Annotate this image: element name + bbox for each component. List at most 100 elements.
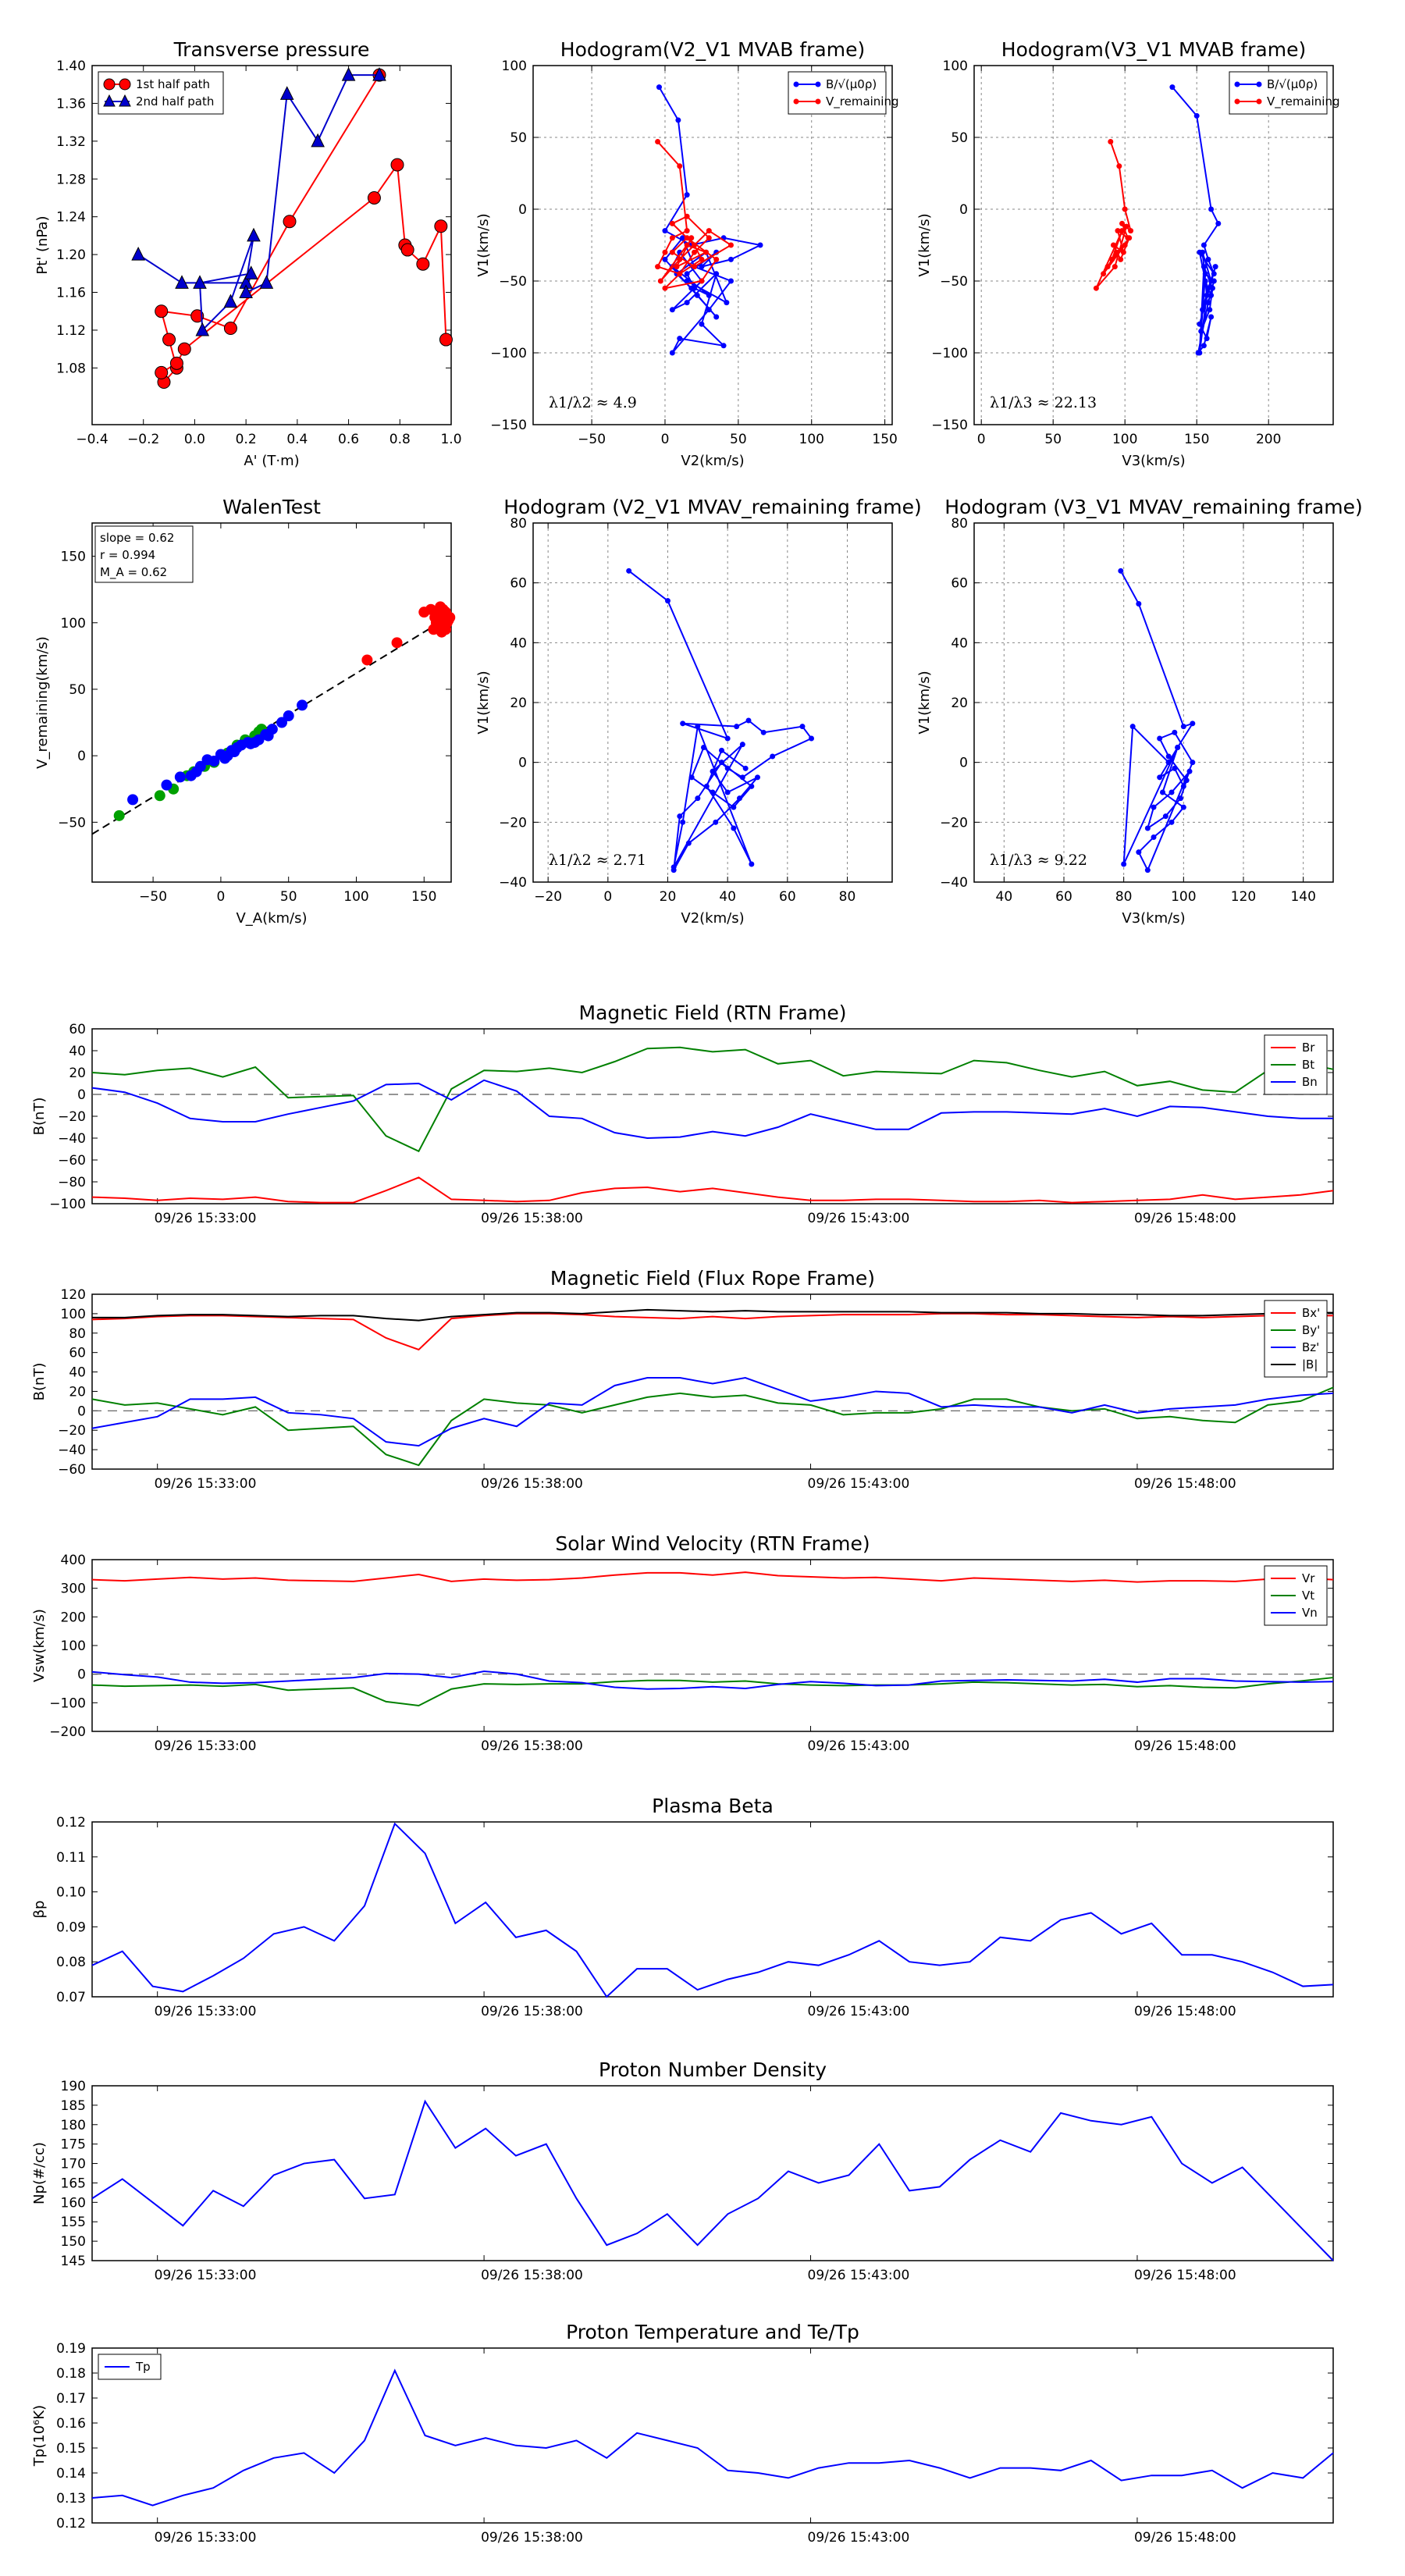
- walen-point: [297, 699, 308, 711]
- pt-ylabel: Pt' (nPa): [34, 215, 51, 274]
- h4-point: [1165, 753, 1172, 760]
- h1-legend-marker: [793, 81, 799, 87]
- h3-point: [739, 774, 745, 781]
- h2-point: [1202, 271, 1208, 277]
- h1-point: [684, 235, 690, 241]
- h4-ytick-label: 20: [951, 696, 968, 711]
- h3-xtick-label: 40: [719, 889, 736, 905]
- h3-point: [731, 825, 737, 831]
- h2-xtick-label: 200: [1256, 432, 1281, 447]
- h3-xtick-label: 20: [660, 889, 677, 905]
- h1-point: [677, 163, 683, 169]
- h2-point: [1193, 112, 1200, 119]
- h4-point: [1172, 729, 1178, 735]
- tp-xtick-label: 09/26 15:33:00: [155, 2530, 257, 2546]
- h2-title: Hodogram(V3_V1 MVAB frame): [1001, 38, 1306, 61]
- bfr-xtick-label: 09/26 15:38:00: [481, 1476, 583, 1492]
- h2-legend-box: [1229, 71, 1328, 115]
- h2-point: [1202, 278, 1208, 284]
- pt-point: [175, 275, 189, 289]
- h4-point: [1190, 760, 1196, 766]
- np-ytick-label: 150: [61, 2234, 86, 2250]
- brtn-ytick-label: −100: [49, 1197, 86, 1212]
- h3-point: [755, 774, 760, 781]
- h1-point: [655, 264, 661, 270]
- h2-point: [1128, 228, 1134, 234]
- h3-ytick-label: −20: [499, 815, 527, 831]
- h1-point: [657, 278, 663, 284]
- h1-point: [706, 307, 712, 313]
- h3-series-0: [626, 568, 814, 873]
- h1-annotation: λ1/λ2 ≈ 4.9: [549, 394, 637, 411]
- bfr-legend-label: Bz': [1302, 1340, 1319, 1354]
- bfr-ytick-label: 100: [61, 1307, 86, 1322]
- h4-title: Hodogram (V3_V1 MVAV_remaining frame): [944, 496, 1363, 518]
- h3-point: [703, 783, 710, 789]
- h3-point: [713, 819, 719, 825]
- h2-point: [1108, 139, 1114, 145]
- h1-point: [684, 278, 690, 284]
- h2-point: [1211, 271, 1217, 277]
- pt-series-0: [155, 68, 453, 390]
- pt-legend-label: 1st half path: [136, 77, 210, 91]
- pt-point: [177, 342, 191, 356]
- walen-series-2: [127, 699, 308, 806]
- pt-legend-marker: [103, 94, 116, 107]
- h3-point: [745, 717, 752, 724]
- pt-point: [279, 86, 294, 100]
- h2-point: [1169, 84, 1176, 91]
- h1-point: [699, 321, 705, 327]
- brtn-ytick-label: −40: [58, 1131, 86, 1147]
- brtn-legend-label: Bt: [1302, 1058, 1314, 1072]
- walen-point: [391, 637, 403, 649]
- h1-point: [694, 292, 700, 298]
- h1-point: [677, 271, 683, 277]
- h4-point: [1144, 867, 1151, 873]
- h3-xtick-label: 60: [779, 889, 796, 905]
- h1-xtick-label: 100: [799, 432, 824, 447]
- bfr-series-By: [91, 1386, 1334, 1467]
- pt-point: [400, 243, 414, 257]
- h2-point: [1093, 285, 1099, 291]
- np-ytick-label: 165: [61, 2176, 86, 2191]
- pt-legend: 1st half path 2nd half path: [98, 71, 224, 115]
- h2-series-0: [1169, 84, 1222, 356]
- tp-series-Tp: [91, 2368, 1334, 2507]
- pt-series-1: [131, 66, 386, 336]
- h4-xtick-label: 60: [1055, 889, 1072, 905]
- pt-series-line: [160, 74, 447, 384]
- np-ytick-label: 155: [61, 2215, 86, 2230]
- np-ytick-label: 145: [61, 2254, 86, 2269]
- h3-point: [685, 840, 692, 846]
- h3-point: [809, 735, 814, 742]
- walen-stat-line: slope = 0.62: [100, 531, 174, 545]
- h3-point: [677, 813, 683, 820]
- pt-ytick-label: 1.08: [56, 361, 86, 376]
- h1-legend-marker: [815, 98, 821, 105]
- h1-point: [674, 264, 680, 270]
- h1-point: [669, 307, 675, 313]
- h3-point: [737, 795, 742, 802]
- beta-frame: [91, 1821, 1334, 1998]
- brtn-series-Bn: [91, 1079, 1333, 1140]
- pt-xtick-label: −0.2: [127, 432, 159, 447]
- pt-point: [259, 275, 274, 289]
- h1-point: [669, 350, 675, 356]
- brtn-xtick-label: 09/26 15:33:00: [155, 1211, 257, 1226]
- h2-point: [1119, 220, 1126, 226]
- h2-point: [1205, 256, 1211, 262]
- h2-point: [1208, 314, 1215, 320]
- h3-point: [701, 745, 706, 750]
- pt-point: [247, 227, 261, 242]
- h1-point: [706, 292, 712, 298]
- walen-point: [127, 794, 139, 806]
- h1-point: [757, 242, 763, 248]
- walen-point: [262, 730, 274, 742]
- brtn-xtick-label: 09/26 15:48:00: [1134, 1211, 1236, 1226]
- np-xtick-label: 09/26 15:48:00: [1134, 2268, 1236, 2283]
- brtn-ylabel: B(nT): [31, 1098, 48, 1136]
- brtn-xtick-label: 09/26 15:43:00: [808, 1211, 910, 1226]
- h4-annotation: λ1/λ3 ≈ 9.22: [990, 852, 1087, 869]
- h2-point: [1197, 350, 1203, 356]
- pt-point: [223, 322, 237, 336]
